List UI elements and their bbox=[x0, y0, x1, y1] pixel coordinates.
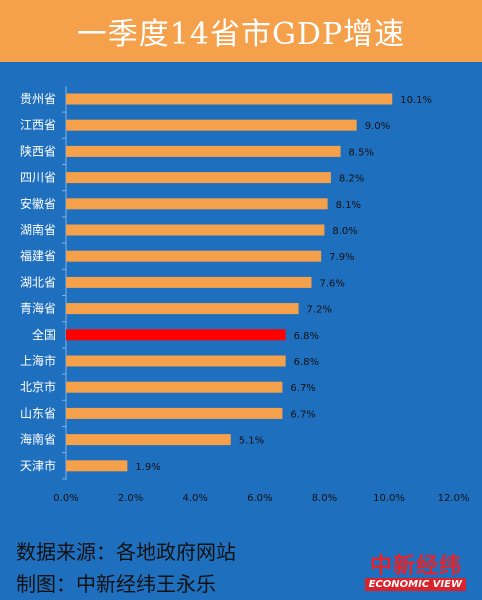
bar bbox=[66, 356, 286, 367]
bar bbox=[66, 225, 324, 236]
category-label: 四川省 bbox=[20, 171, 56, 185]
economic-view-logo: 中新经纬 ECONOMIC VIEW bbox=[358, 548, 474, 596]
bar bbox=[66, 94, 392, 105]
value-label: 8.0% bbox=[332, 226, 357, 237]
category-label: 全国 bbox=[32, 327, 56, 342]
category-label: 北京市 bbox=[20, 379, 56, 394]
category-label: 福建省 bbox=[20, 248, 56, 263]
chart-title: 一季度14省市GDP增速 bbox=[77, 9, 405, 53]
bar bbox=[66, 303, 299, 314]
bar bbox=[66, 120, 357, 131]
category-label: 安徽省 bbox=[20, 196, 56, 211]
bar-chart: 贵州省 10.1% 江西省 9.0% 陕西省 8.5% 四川省 8.2% 安徽省 8.1% 湖南省 8… bbox=[0, 62, 482, 527]
value-label: 6.7% bbox=[290, 409, 315, 420]
value-label: 6.8% bbox=[294, 331, 319, 342]
value-label: 7.6% bbox=[319, 278, 344, 289]
bar bbox=[66, 198, 328, 209]
bar bbox=[66, 434, 231, 445]
value-label: 5.1% bbox=[239, 436, 264, 447]
value-label: 9.0% bbox=[365, 121, 390, 132]
logo-chinese-text: 中新经纬 bbox=[370, 548, 462, 580]
bar bbox=[66, 460, 127, 471]
bar bbox=[66, 251, 321, 262]
bar-highlight bbox=[66, 329, 286, 340]
chart-credit-text: 制图：中新经纬王永乐 bbox=[16, 568, 216, 597]
category-label: 天津市 bbox=[20, 458, 56, 473]
value-label: 1.9% bbox=[135, 462, 160, 473]
footer: 数据来源：各地政府网站 制图：中新经纬王永乐 中新经纬 ECONOMIC VIE… bbox=[0, 530, 482, 600]
category-label: 山东省 bbox=[20, 406, 56, 420]
x-tick-label: 0.0% bbox=[53, 493, 78, 504]
x-tick-label: 6.0% bbox=[247, 493, 272, 504]
value-label: 6.8% bbox=[294, 357, 319, 368]
value-label: 6.7% bbox=[290, 383, 315, 394]
value-label: 7.9% bbox=[329, 252, 354, 263]
x-tick-label: 10.0% bbox=[373, 493, 405, 504]
category-label: 陕西省 bbox=[20, 143, 56, 158]
x-tick-label: 4.0% bbox=[182, 493, 207, 504]
value-label: 8.5% bbox=[349, 147, 374, 158]
category-label: 青海省 bbox=[20, 301, 56, 316]
bar bbox=[66, 382, 282, 393]
x-tick-label: 8.0% bbox=[312, 493, 337, 504]
title-banner: 一季度14省市GDP增速 bbox=[0, 0, 482, 62]
bar bbox=[66, 146, 341, 157]
category-label: 海南省 bbox=[20, 432, 56, 447]
bar bbox=[66, 172, 331, 183]
x-tick-label: 12.0% bbox=[438, 493, 470, 504]
value-label: 7.2% bbox=[307, 305, 332, 316]
value-label: 8.2% bbox=[339, 174, 364, 185]
x-tick-label: 2.0% bbox=[118, 493, 143, 504]
value-label: 8.1% bbox=[336, 200, 361, 211]
category-label: 湖北省 bbox=[20, 274, 56, 289]
category-label: 上海市 bbox=[20, 353, 56, 368]
logo-english-text: ECONOMIC VIEW bbox=[365, 578, 466, 591]
bar bbox=[66, 277, 311, 288]
category-label: 湖南省 bbox=[20, 222, 56, 237]
bar bbox=[66, 408, 282, 419]
value-label: 10.1% bbox=[400, 95, 432, 106]
category-label: 贵州省 bbox=[20, 92, 56, 106]
category-label: 江西省 bbox=[20, 118, 56, 132]
data-source-text: 数据来源：各地政府网站 bbox=[16, 536, 236, 565]
